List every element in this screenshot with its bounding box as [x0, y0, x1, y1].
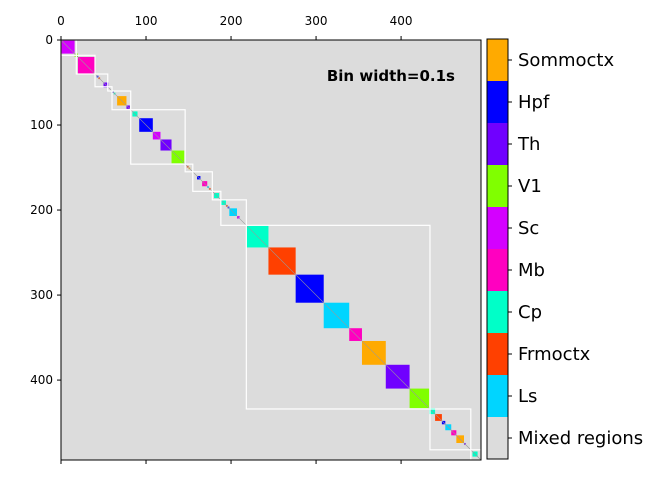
colorbar-swatch — [487, 81, 508, 123]
cluster-outline-6 — [184, 163, 194, 173]
y-tick-label: 0 — [45, 33, 53, 47]
cluster-outline-1 — [75, 54, 96, 75]
colorbar-label: Sc — [518, 218, 539, 239]
colorbar-swatch — [487, 291, 508, 333]
x-tick-label: 200 — [220, 14, 243, 28]
x-tick-label: 300 — [305, 14, 328, 28]
colorbar-swatch — [487, 249, 508, 291]
colorbar-swatch — [487, 123, 508, 165]
plot-area — [60, 39, 482, 461]
cluster-outline-10 — [245, 224, 431, 410]
colorbar-label: Hpf — [518, 92, 550, 113]
x-tick-label: 100 — [135, 14, 158, 28]
colorbar-label: Mixed regions — [518, 428, 643, 449]
cluster-outline-11 — [429, 408, 472, 451]
y-tick-label: 200 — [30, 203, 53, 217]
colorbar-swatch — [487, 39, 508, 81]
y-tick-label: 100 — [30, 118, 53, 132]
colorbar-swatch — [487, 333, 508, 375]
colorbar-legend: Mixed regions Ls Frmoctx Cp Mb Sc V1 Th Hpf Sommo… — [486, 38, 643, 460]
y-tick-label: 400 — [30, 373, 53, 387]
y-axis: 0 100 200 300 400 — [30, 33, 61, 387]
colorbar-label: Cp — [518, 302, 542, 323]
cluster-outline-3 — [107, 86, 113, 92]
y-tick-label: 300 — [30, 288, 53, 302]
colorbar-label: Frmoctx — [518, 344, 591, 365]
cluster-outlines — [60, 39, 482, 461]
x-tick-label: 400 — [390, 14, 413, 28]
colorbar-swatch — [487, 417, 508, 459]
colorbar-label: Ls — [518, 386, 537, 407]
colorbar-label: V1 — [518, 176, 542, 197]
colorbar-label: Mb — [518, 260, 545, 281]
cluster-outline-5 — [130, 109, 186, 165]
cluster-outline-8 — [211, 190, 222, 201]
cluster-outline-4 — [111, 90, 132, 111]
colorbar-label: Sommoctx — [518, 50, 614, 71]
colorbar-swatch — [487, 375, 508, 417]
plot-frame — [60, 39, 482, 461]
colorbar-frame — [486, 38, 509, 460]
bin-width-annotation: Bin width=0.1s — [327, 67, 455, 85]
colorbar-swatch — [487, 207, 508, 249]
diagonal-blocks — [60, 39, 482, 461]
x-axis: 0 100 200 300 400 — [57, 14, 413, 464]
x-tick-label: 0 — [57, 14, 65, 28]
cluster-outline-7 — [192, 171, 213, 192]
colorbar-label: Th — [517, 134, 540, 155]
cluster-outline-2 — [94, 73, 109, 88]
colorbar-swatch — [487, 165, 508, 207]
cluster-outline-9 — [220, 199, 247, 226]
